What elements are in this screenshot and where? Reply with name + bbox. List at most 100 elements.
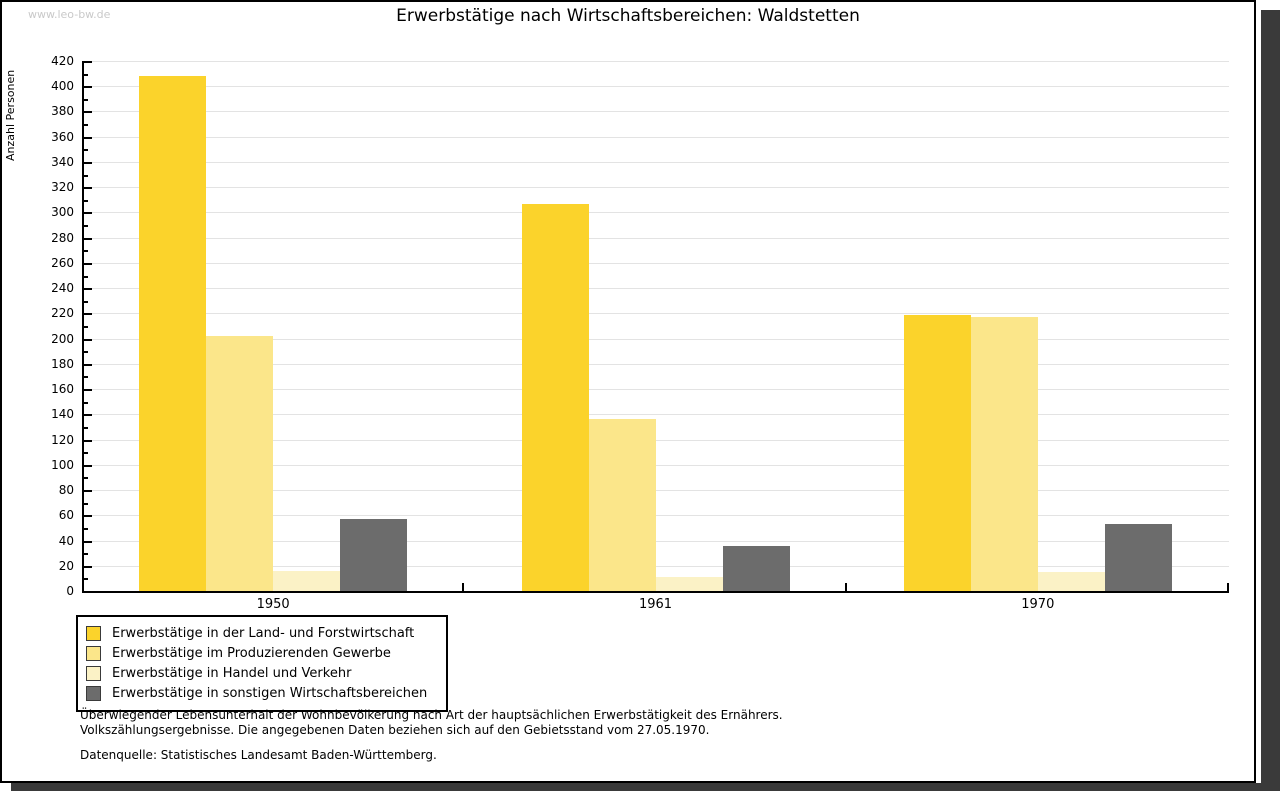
y-tick-label: 280 <box>51 230 74 245</box>
legend-swatch <box>86 625 101 641</box>
gridline <box>82 439 1229 441</box>
frame-shadow-right <box>1261 10 1280 791</box>
x-boundary-tick <box>1227 583 1229 591</box>
gridline <box>82 490 1229 492</box>
gridline <box>82 212 1229 214</box>
gridline <box>82 363 1229 365</box>
y-major-tick <box>84 389 92 392</box>
legend-label: Erwerbstätige im Produzierenden Gewerbe <box>112 645 391 661</box>
gridline <box>82 61 1229 62</box>
y-minor-tick <box>84 225 88 228</box>
legend-row: Erwerbstätige in der Land- und Forstwirt… <box>86 623 438 643</box>
gridline <box>82 464 1229 466</box>
legend-label: Erwerbstätige in der Land- und Forstwirt… <box>112 625 415 641</box>
gridline <box>82 414 1229 416</box>
y-tick-label: 200 <box>51 331 74 346</box>
bar <box>970 317 1038 591</box>
y-minor-tick <box>84 452 88 455</box>
y-tick-label: 40 <box>58 533 74 548</box>
y-minor-tick <box>84 149 88 152</box>
y-tick-label: 220 <box>51 306 74 321</box>
bar <box>903 314 971 591</box>
bar <box>655 577 723 591</box>
bar <box>139 76 207 591</box>
y-tick-label: 140 <box>51 407 74 422</box>
footnote: Überwiegender Lebensunterhalt der Wohnbe… <box>80 708 783 737</box>
legend-row: Erwerbstätige in Handel und Verkehr <box>86 663 438 683</box>
y-major-tick <box>84 464 92 467</box>
plot-area: 1950 1961 1970 0 20 40 60 80 100 120 140 160 180 200 2… <box>2 2 1254 781</box>
bar <box>1037 572 1105 591</box>
data-source: Datenquelle: Statistisches Landesamt Bad… <box>80 748 437 762</box>
x-category-label: 1950 <box>256 597 290 612</box>
y-major-tick <box>84 540 92 543</box>
y-major-tick <box>84 288 92 291</box>
gridline <box>82 237 1229 239</box>
y-major-tick <box>84 61 92 63</box>
watermark: www.leo-bw.de <box>28 8 111 21</box>
gridline <box>82 565 1229 567</box>
y-minor-tick <box>84 250 88 253</box>
y-axis-line <box>82 61 84 593</box>
x-axis-line <box>82 591 1229 593</box>
y-minor-tick <box>84 376 88 379</box>
gridline <box>82 338 1229 340</box>
y-minor-tick <box>84 351 88 354</box>
legend-label: Erwerbstätige in sonstigen Wirtschaftsbe… <box>112 685 428 701</box>
y-minor-tick <box>84 527 88 530</box>
gridline <box>82 515 1229 517</box>
x-boundary-tick <box>462 583 465 591</box>
y-minor-tick <box>84 199 88 202</box>
y-major-tick <box>84 187 92 190</box>
y-tick-label: 400 <box>51 79 74 94</box>
y-tick-label: 120 <box>51 432 74 447</box>
gridline <box>82 288 1229 290</box>
y-major-tick <box>84 515 92 518</box>
y-minor-tick <box>84 553 88 556</box>
gridline <box>82 111 1229 113</box>
y-minor-tick <box>84 502 88 505</box>
bar <box>521 203 589 591</box>
y-major-tick <box>84 565 92 568</box>
y-major-tick <box>84 338 92 341</box>
bar <box>722 545 790 591</box>
chart-title: Erwerbstätige nach Wirtschaftsbereichen:… <box>396 6 860 26</box>
y-minor-tick <box>84 401 88 404</box>
y-minor-tick <box>84 174 88 177</box>
y-tick-label: 20 <box>58 558 74 573</box>
y-tick-label: 420 <box>51 54 74 68</box>
y-tick-label: 60 <box>58 508 74 523</box>
y-tick-label: 180 <box>51 356 74 371</box>
y-minor-tick <box>84 124 88 127</box>
y-major-tick <box>84 439 92 442</box>
y-tick-label: 300 <box>51 205 74 220</box>
y-minor-tick <box>84 275 88 278</box>
bar <box>273 570 341 591</box>
gridline <box>82 313 1229 315</box>
y-tick-label: 260 <box>51 255 74 270</box>
x-category-label: 1961 <box>638 597 673 612</box>
y-major-tick <box>84 136 92 139</box>
gridline <box>82 161 1229 163</box>
bar <box>340 519 408 591</box>
y-minor-tick <box>84 477 88 480</box>
y-minor-tick <box>84 73 88 76</box>
y-tick-label: 160 <box>51 382 74 397</box>
y-major-tick <box>84 86 92 89</box>
y-major-tick <box>84 490 92 493</box>
legend-box: Erwerbstätige in der Land- und Forstwirt… <box>76 615 448 712</box>
gridline <box>82 86 1229 88</box>
bar <box>588 419 656 591</box>
gridline <box>82 136 1229 138</box>
y-minor-tick <box>84 98 88 101</box>
legend-row: Erwerbstätige in sonstigen Wirtschaftsbe… <box>86 683 438 703</box>
y-tick-label: 340 <box>51 154 74 169</box>
gridline <box>82 187 1229 189</box>
footnote-line1: Überwiegender Lebensunterhalt der Wohnbe… <box>80 708 783 722</box>
y-major-tick <box>84 161 92 164</box>
y-tick-label: 320 <box>51 180 74 195</box>
x-category-label: 1970 <box>1021 597 1055 612</box>
gridline <box>82 262 1229 264</box>
y-tick-label: 240 <box>51 281 74 296</box>
y-major-tick <box>84 262 92 265</box>
